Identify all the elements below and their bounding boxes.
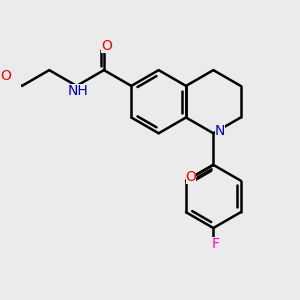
Text: N: N [215, 124, 225, 138]
Text: NH: NH [68, 84, 89, 98]
Text: O: O [101, 39, 112, 53]
Text: O: O [185, 170, 197, 184]
Text: O: O [0, 69, 11, 83]
Text: F: F [212, 237, 220, 251]
